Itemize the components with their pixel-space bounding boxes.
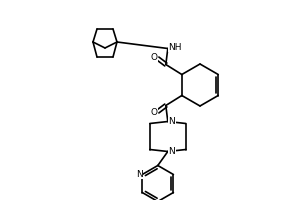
Text: N: N bbox=[168, 147, 175, 156]
Text: N: N bbox=[168, 117, 175, 126]
Text: O: O bbox=[150, 108, 157, 117]
Text: O: O bbox=[150, 53, 157, 62]
Text: N: N bbox=[136, 170, 142, 179]
Text: NH: NH bbox=[168, 43, 182, 52]
